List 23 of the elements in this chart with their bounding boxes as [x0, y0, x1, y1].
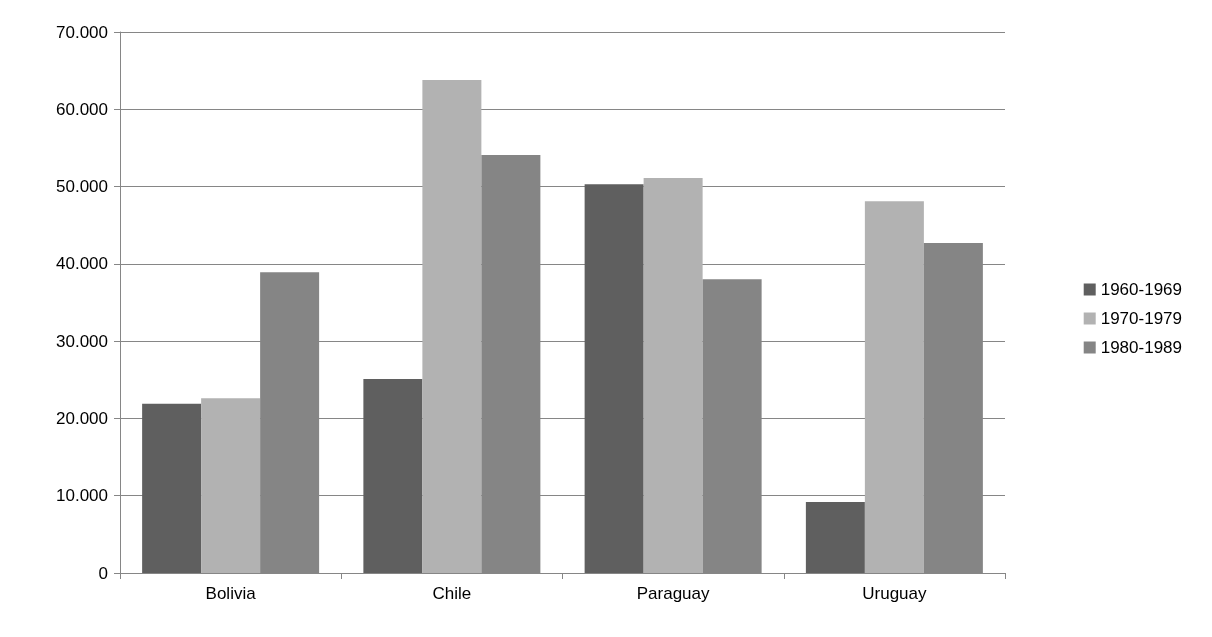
x-tick-label: Paraguay [636, 584, 711, 603]
legend-label: 1960-1969 [1100, 280, 1183, 299]
bar [643, 178, 703, 573]
y-tick-label: 40.000 [56, 254, 108, 274]
legend-label: 1970-1979 [1100, 309, 1183, 328]
y-tick-label: 70.000 [56, 22, 108, 42]
bar [422, 79, 482, 573]
y-tick-label: 30.000 [56, 331, 108, 351]
y-tick-label: 10.000 [56, 486, 108, 506]
bar [142, 403, 202, 573]
bar [864, 201, 924, 573]
bar [805, 501, 865, 573]
bar [363, 379, 423, 573]
x-tick-label: Bolivia [205, 584, 257, 603]
bar [201, 398, 261, 573]
x-tick-label: Uruguay [862, 584, 927, 603]
y-tick-label: 50.000 [56, 177, 108, 197]
y-tick-label: 0 [98, 563, 108, 583]
bar [584, 184, 644, 573]
x-tick-label: Chile [432, 584, 472, 603]
y-tick-label: 20.000 [56, 408, 108, 428]
y-tick-label: 60.000 [56, 99, 108, 119]
legend-label: 1980-1989 [1100, 338, 1183, 357]
